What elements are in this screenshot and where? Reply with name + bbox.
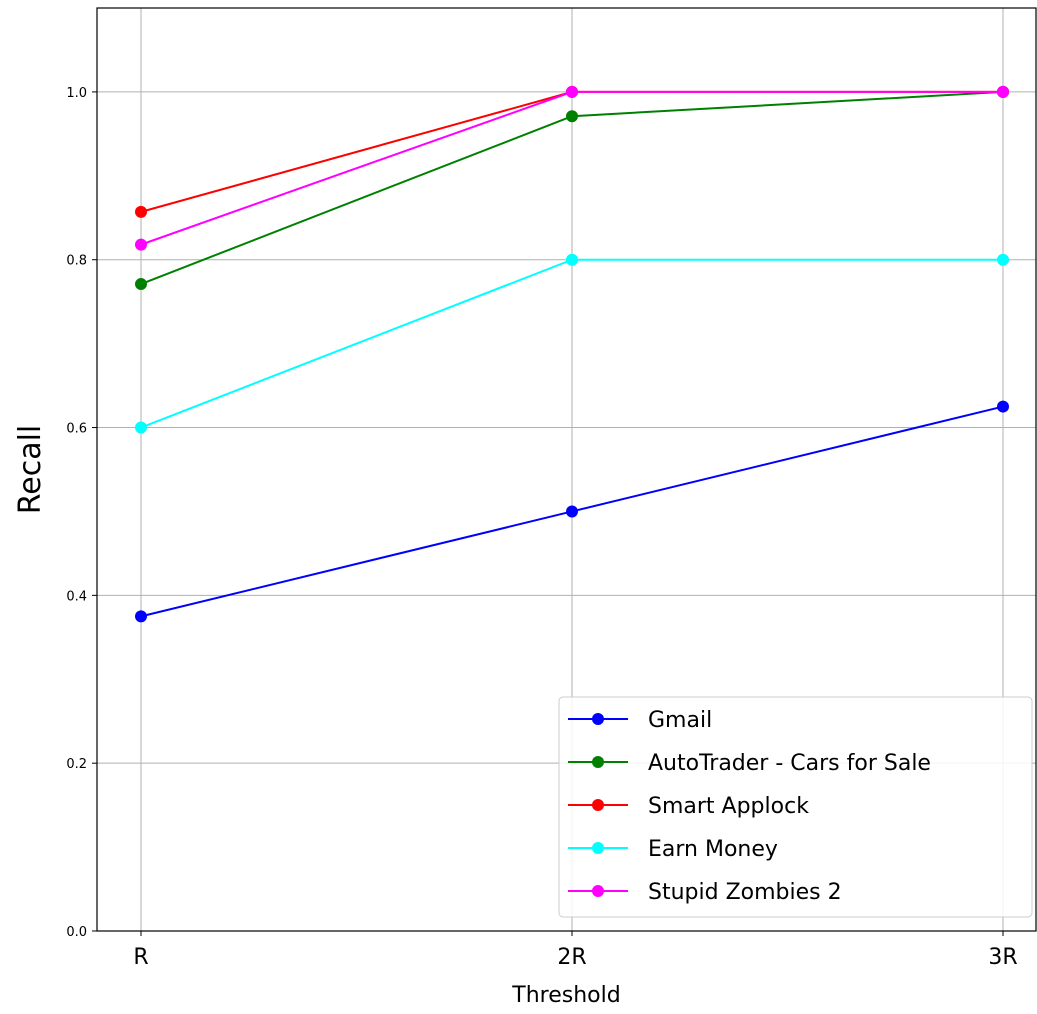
y-tick-label: 0.2 [66, 757, 87, 772]
plot-frame [96, 7, 1037, 932]
y-tick-label: 0.6 [66, 422, 87, 437]
data-point [135, 421, 147, 434]
series-3 [135, 253, 1009, 434]
data-point [135, 278, 147, 291]
y-tick-label: 0.0 [66, 925, 87, 940]
data-point [997, 85, 1009, 98]
legend-item: Gmail [568, 708, 712, 733]
legend-item: Smart Applock [568, 794, 809, 819]
y-tick-label: 0.4 [66, 589, 87, 604]
legend-swatch-marker [592, 799, 604, 811]
legend-label: AutoTrader - Cars for Sale [648, 751, 931, 776]
data-point [997, 253, 1009, 266]
legend-swatch-marker [592, 713, 604, 725]
legend-box [558, 696, 1033, 918]
legend-label: Stupid Zombies 2 [648, 880, 842, 905]
x-tick-label-r: R [133, 945, 148, 970]
legend-label: Earn Money [648, 837, 778, 862]
x-tick-label-3r: 3R [988, 945, 1017, 970]
legend-swatch-marker [592, 885, 604, 897]
data-point [566, 505, 578, 518]
y-tick-label: 0.8 [66, 254, 87, 269]
data-point [566, 110, 578, 123]
y-tick-label: 1.0 [66, 86, 87, 101]
legend-item: Earn Money [568, 837, 778, 862]
series-layer [135, 85, 1009, 623]
data-point [135, 238, 147, 251]
y-axis-title: Recall [13, 425, 48, 515]
data-point [135, 610, 147, 623]
legend-swatch-marker [592, 756, 604, 768]
series-0 [135, 400, 1009, 623]
x-axis-title: Threshold [511, 983, 620, 1008]
legend-item: AutoTrader - Cars for Sale [568, 751, 931, 776]
data-point [566, 85, 578, 98]
legend-label: Smart Applock [648, 794, 809, 819]
data-point [135, 205, 147, 218]
series-4 [135, 85, 1009, 251]
data-point [566, 253, 578, 266]
legend: Gmail AutoTrader - Cars for Sale Smart App… [558, 696, 1033, 918]
data-point [997, 400, 1009, 413]
legend-swatch-marker [592, 842, 604, 854]
x-tick-label-2r: 2R [557, 945, 586, 970]
legend-label: Gmail [648, 708, 712, 733]
axes-layer: 0.0 0.2 0.4 0.6 0.8 1.0 R 2R 3R [66, 86, 1017, 970]
legend-item: Stupid Zombies 2 [568, 880, 842, 905]
